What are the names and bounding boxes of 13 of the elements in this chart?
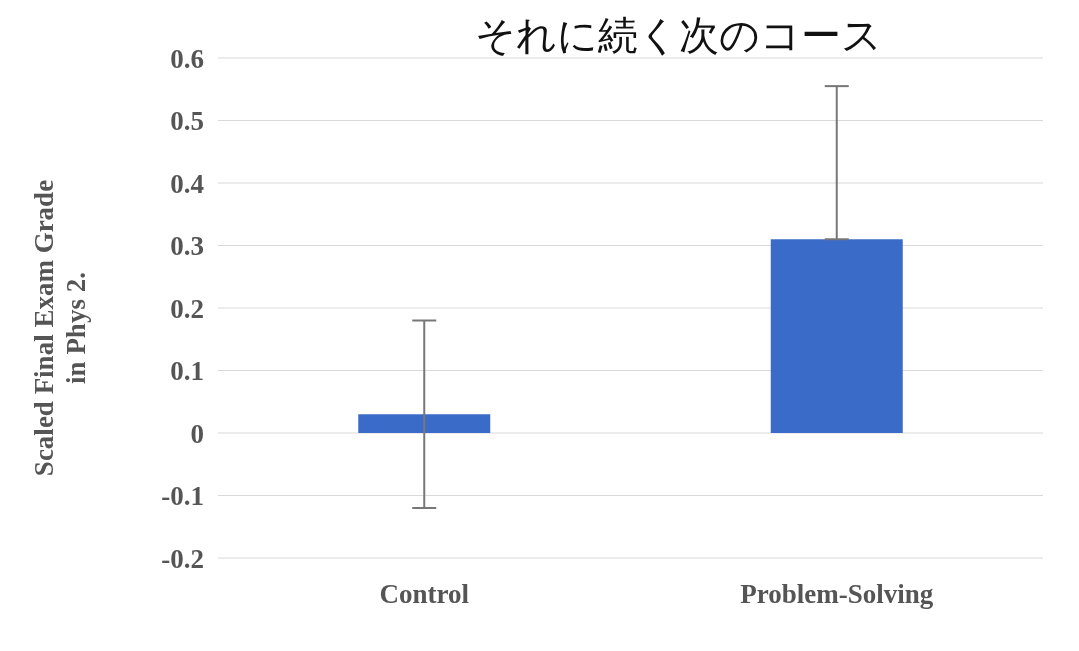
y-axis-title: Scaled Final Exam Grade in Phys 2. <box>29 179 91 477</box>
y-tick-label: 0.5 <box>170 106 204 137</box>
y-tick-label: 0.2 <box>170 293 204 324</box>
x-tick-label: Problem-Solving <box>740 579 934 610</box>
y-tick-label: 0.6 <box>170 43 204 74</box>
y-tick-label: 0 <box>190 418 204 449</box>
chart-title: それに続く次のコース <box>473 11 883 60</box>
y-tick-label: 0.4 <box>170 168 204 199</box>
y-tick-label: -0.2 <box>161 543 204 574</box>
y-tick-label: -0.1 <box>161 481 204 512</box>
x-tick-label: Control <box>379 579 470 610</box>
y-tick-label: 0.1 <box>170 356 204 387</box>
y-tick-label: 0.3 <box>170 231 204 262</box>
